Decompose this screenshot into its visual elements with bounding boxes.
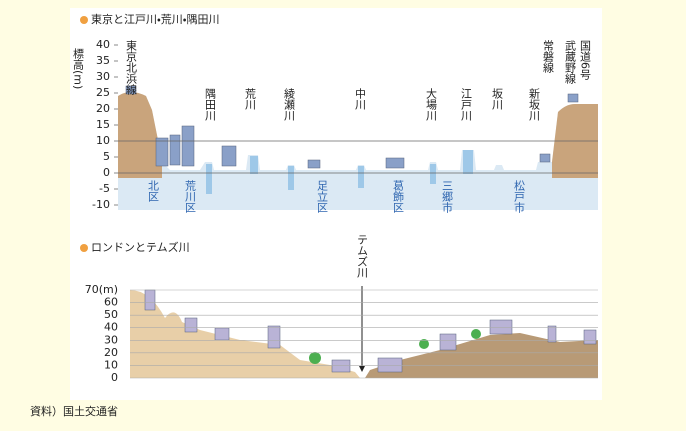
y-tick-label: 10	[104, 358, 118, 371]
river-label: テムズ川	[356, 234, 369, 278]
y-tick-label: 30	[104, 333, 118, 346]
tree	[419, 339, 429, 349]
place-label: 坂川	[491, 88, 504, 110]
y-tick-label: -10	[92, 198, 110, 211]
y-tick-label: -5	[99, 182, 110, 195]
y-tick-label: 25	[96, 86, 110, 99]
tokyo-title: 東京と江戸川・荒川・隅田川	[91, 13, 219, 26]
place-label: 江戸川	[460, 88, 473, 121]
london-ground	[365, 333, 598, 378]
place-label: 荒川	[244, 88, 257, 110]
y-tick-label: 15	[96, 118, 110, 131]
area-label: 葛飾区	[392, 180, 405, 213]
source: 資料）国土交通省	[30, 404, 118, 418]
area-label: 北区	[147, 180, 160, 202]
y-tick-label: 10	[96, 134, 110, 147]
tokyo-hill	[118, 92, 162, 178]
y-tick-label: 20	[96, 102, 110, 115]
place-label: 中川	[354, 88, 367, 110]
y-tick-label: 50	[104, 308, 118, 321]
arrow-head	[359, 366, 365, 372]
tokyo-ground	[118, 92, 598, 210]
place-label: 新坂川	[528, 88, 541, 121]
buildings	[144, 289, 597, 373]
area-label: 三郷市	[441, 180, 454, 214]
y-tick-label: 70(m)	[85, 283, 118, 296]
place-label: 武蔵野線	[564, 40, 577, 84]
area-label: 足立区	[316, 180, 329, 213]
place-label: 常磐線	[542, 40, 555, 73]
place-label: 綾瀬川	[283, 87, 296, 121]
place-label: 隅田川	[204, 88, 217, 121]
london-title: ロンドンとテムズ川	[91, 240, 190, 254]
buildings	[125, 85, 579, 169]
tree	[309, 352, 321, 364]
rivers	[206, 150, 473, 194]
place-label: 国道6号	[579, 40, 592, 81]
london-ground	[130, 290, 360, 378]
tree	[471, 329, 481, 339]
place-label: 大場川	[425, 87, 438, 121]
y-tick-label: 20	[104, 346, 118, 359]
place-label: 東京北浜線	[125, 40, 138, 95]
y-tick-label: 40	[104, 321, 118, 334]
area-label: 荒川区	[184, 180, 197, 213]
area-label: 松戸市	[513, 179, 526, 214]
y-tick-label: 40	[96, 38, 110, 51]
y-tick-label: 60	[104, 296, 118, 309]
y-axis-label: 標高(m)	[72, 47, 85, 90]
y-tick-label: 35	[96, 54, 110, 67]
y-tick-label: 5	[103, 150, 110, 163]
bullet	[80, 244, 88, 252]
bullet	[80, 16, 88, 24]
y-tick-label: 0	[103, 166, 110, 179]
y-tick-label: 0	[111, 371, 118, 384]
y-tick-label: 30	[96, 70, 110, 83]
